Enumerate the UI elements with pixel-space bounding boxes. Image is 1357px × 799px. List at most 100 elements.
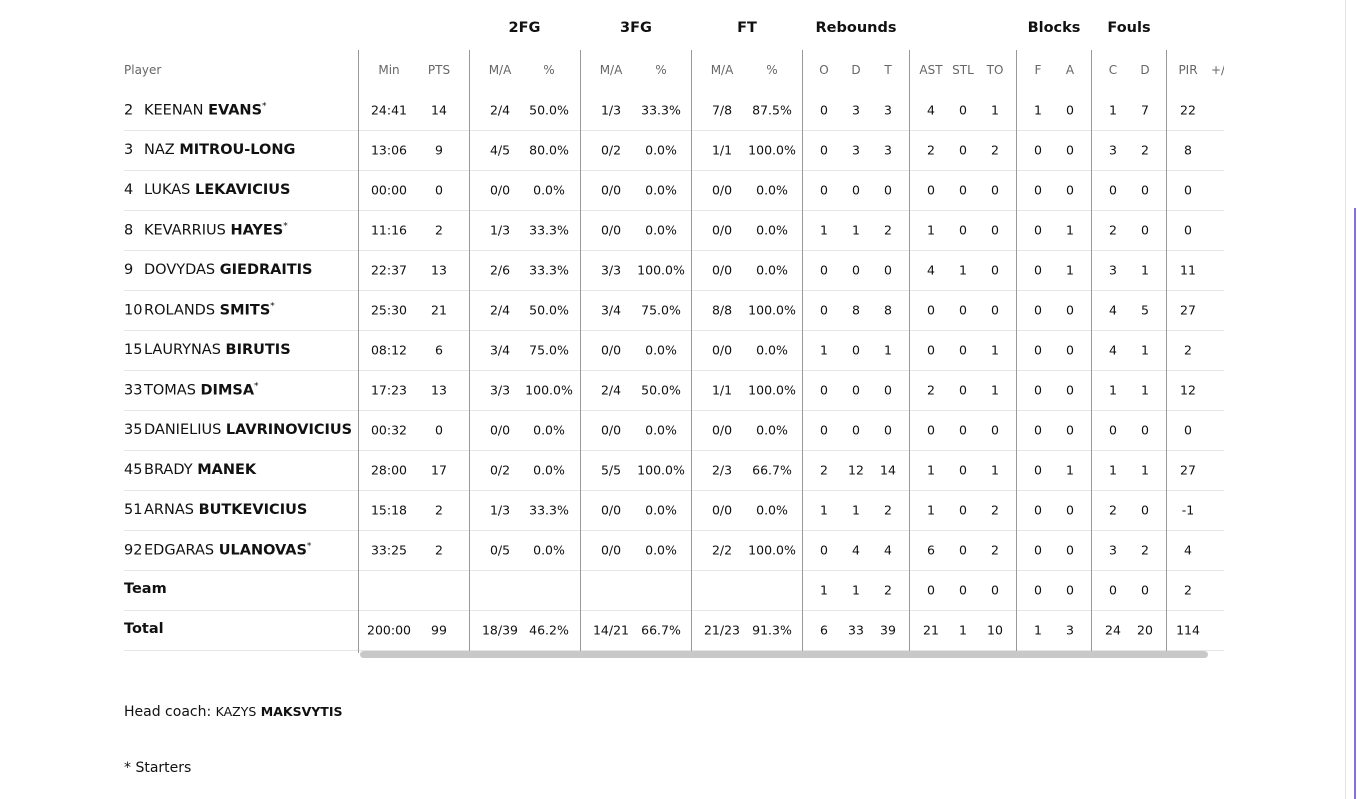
player-first: ROLANDS	[144, 302, 216, 319]
stat-cell: 6	[435, 342, 443, 358]
stat-cell: 100.0%	[748, 382, 796, 398]
stat-cell: 0.0%	[645, 142, 677, 158]
stat-cell: 2	[884, 222, 892, 238]
stat-cell: 0	[1034, 222, 1042, 238]
stat-cell: 1	[991, 102, 999, 118]
stat-cell: 8	[884, 302, 892, 318]
stat-cell: 0.0%	[645, 222, 677, 238]
stat-cell: 3	[884, 142, 892, 158]
stat-cell: 5/5	[600, 462, 622, 478]
stat-cell: 0.0%	[645, 422, 677, 438]
page-border	[1345, 0, 1346, 799]
stat-cell: 33.3%	[529, 502, 569, 518]
stat-cell: 0.0%	[533, 182, 565, 198]
stat-cell: 3/4	[489, 342, 511, 358]
stat-cell: 0	[959, 102, 967, 118]
stat-cell: 0.0%	[645, 182, 677, 198]
stat-cell: 3	[852, 102, 860, 118]
stat-cell: 0	[820, 102, 828, 118]
stat-cell: 4	[927, 262, 935, 278]
stat-cell: 75.0%	[529, 342, 569, 358]
stat-cell: 17	[431, 462, 447, 478]
stat-cell: 0	[959, 382, 967, 398]
stat-cell: 91.3%	[752, 622, 792, 638]
player-first: DANIELIUS	[144, 422, 222, 438]
stat-cell: 0	[1141, 182, 1149, 198]
column-header: M/A	[710, 63, 734, 77]
player-last: SMITS	[219, 302, 271, 319]
stat-cell: 1/1	[711, 142, 733, 158]
starter-mark: *	[283, 221, 288, 232]
row-divider	[124, 450, 1224, 451]
scroll-indicator	[1354, 208, 1356, 799]
stat-cell: 66.7%	[752, 462, 792, 478]
row-divider	[124, 170, 1224, 171]
stat-cell: 6	[820, 622, 828, 638]
stat-cell: 0/0	[711, 222, 733, 238]
stat-cell: 0	[1066, 342, 1074, 358]
stat-cell: 0	[1141, 422, 1149, 438]
stat-cell: 0	[1034, 582, 1042, 598]
player-first: LUKAS	[144, 182, 191, 198]
stat-cell: 0	[1034, 462, 1042, 478]
stat-cell: 2	[1141, 542, 1149, 558]
stat-cell: 0/0	[600, 542, 622, 558]
column-header: %	[543, 63, 555, 77]
column-header: F	[1034, 63, 1042, 77]
row-divider	[124, 410, 1224, 411]
column-header: M/A	[488, 63, 512, 77]
stat-cell: -1	[1181, 502, 1195, 518]
row-label: Team	[124, 581, 167, 597]
stat-cell: 0	[991, 222, 999, 238]
column-divider	[469, 50, 470, 653]
stat-cell: 0	[1184, 182, 1192, 198]
stat-cell: 1	[820, 502, 828, 518]
group-header: Fouls	[1107, 20, 1151, 36]
stat-cell: 100.0%	[748, 542, 796, 558]
stat-cell: 0	[1034, 422, 1042, 438]
stat-cell: 14	[431, 102, 447, 118]
stat-cell: 0	[959, 302, 967, 318]
stat-cell: 13	[431, 382, 447, 398]
stat-cell: 50.0%	[529, 102, 569, 118]
stat-cell: 99	[431, 622, 447, 638]
stat-cell: 8/8	[711, 302, 733, 318]
stat-cell: 0/0	[600, 342, 622, 358]
stat-cell: 1	[1066, 262, 1074, 278]
stat-cell: 0	[959, 502, 967, 518]
stat-cell: 1	[959, 622, 967, 638]
column-header: A	[1065, 63, 1075, 77]
stat-cell: 10	[987, 622, 1003, 638]
stat-cell: 2/6	[489, 262, 511, 278]
stat-cell: 0	[852, 382, 860, 398]
stat-cell: 00:00	[370, 182, 408, 198]
player-number: 8	[124, 222, 134, 239]
coach-first: KAZYS	[215, 704, 257, 719]
player-last: GIEDRAITIS	[219, 262, 313, 278]
stat-cell: 3	[1066, 622, 1074, 638]
stat-cell: 1	[1066, 222, 1074, 238]
stat-cell: 0	[852, 182, 860, 198]
stat-cell: 4	[927, 102, 935, 118]
stat-cell: 0	[1034, 142, 1042, 158]
coach-last: MAKSVYTIS	[260, 704, 343, 719]
stat-cell: 0	[1066, 102, 1074, 118]
player-first: LAURYNAS	[144, 342, 221, 358]
stat-cell: 0.0%	[533, 462, 565, 478]
stat-cell: 08:12	[370, 342, 408, 358]
stat-cell: 2/4	[489, 302, 511, 318]
stat-cell: 3	[884, 102, 892, 118]
stat-cell: 0	[1034, 342, 1042, 358]
column-divider	[1166, 50, 1167, 653]
stat-cell: 50.0%	[641, 382, 681, 398]
stat-cell: 21	[431, 302, 447, 318]
stat-cell: 0.0%	[756, 222, 788, 238]
player-number: 33	[124, 382, 143, 399]
column-divider	[802, 50, 803, 653]
stat-cell: 114	[1176, 622, 1200, 638]
column-header: Min	[378, 63, 400, 77]
stat-cell: 1	[927, 222, 935, 238]
player-cell: 51 ARNAS BUTKEVICIUS	[124, 502, 307, 518]
column-header: D	[1140, 63, 1150, 77]
starters-note: * Starters	[124, 760, 192, 776]
